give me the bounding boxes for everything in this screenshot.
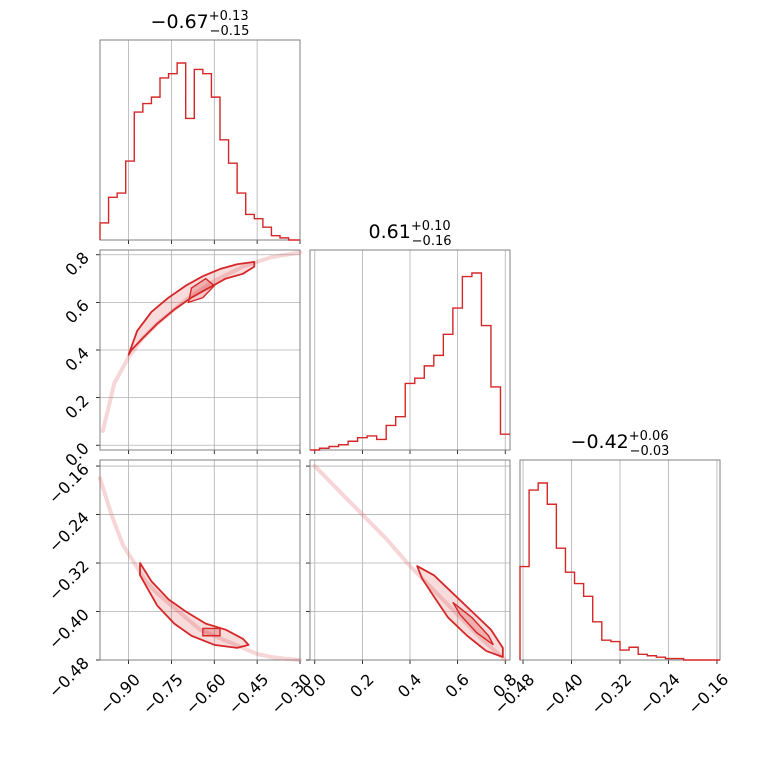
panel-frame (99, 249, 301, 451)
contour-panel (306, 459, 511, 664)
x-tick-label: 0.2 (346, 670, 377, 701)
histogram-step (99, 62, 300, 241)
contour-inner (187, 277, 216, 304)
x-tick-label: 0.4 (394, 670, 425, 701)
histogram-bins (310, 272, 510, 451)
histogram-panel (519, 459, 721, 664)
x-tick-label: −0.16 (684, 670, 732, 718)
y-tick-label: 0.4 (61, 343, 92, 374)
contour-panel (96, 249, 301, 454)
contour-outer (139, 562, 250, 649)
panel-frame (309, 459, 511, 661)
contour-inner (202, 627, 221, 637)
y-tick-label: −0.40 (45, 605, 93, 653)
y-tick-label: −0.16 (45, 459, 93, 507)
panel-frame (309, 249, 511, 451)
histogram-bins (519, 482, 720, 661)
y-tick-label: −0.24 (45, 508, 93, 556)
histogram-step (519, 482, 720, 661)
contour-inner (452, 601, 494, 646)
x-tick-label: −0.40 (539, 670, 587, 718)
x-tick-label: −0.90 (96, 670, 144, 718)
panel-frame (519, 459, 721, 661)
x-tick-label: −0.75 (139, 670, 187, 718)
sample-density (100, 250, 302, 433)
sample-density (312, 464, 508, 662)
x-tick-label: −0.24 (636, 670, 684, 718)
panel-frame (99, 459, 301, 661)
panel-frame (99, 39, 301, 241)
contour-outer (416, 565, 504, 658)
histogram-panel (309, 249, 511, 454)
x-tick-label: −0.32 (587, 670, 635, 718)
panel-title: −0.42+0.06 −0.03 (571, 429, 670, 459)
sample-density (98, 476, 302, 662)
contour-panel (96, 459, 301, 664)
histogram-bins (99, 62, 300, 241)
contour-outer (127, 261, 256, 356)
y-tick-label: −0.32 (45, 556, 93, 604)
y-tick-label: −0.48 (45, 653, 93, 701)
histogram-panel (99, 39, 301, 244)
y-tick-label: 0.2 (61, 391, 92, 422)
panel-title: −0.67+0.13 −0.15 (151, 9, 250, 39)
x-tick-label: −0.45 (224, 670, 272, 718)
x-tick-label: −0.60 (181, 670, 229, 718)
panel-title: 0.61+0.10 −0.16 (369, 219, 452, 249)
x-tick-label: 0.6 (441, 670, 472, 701)
histogram-step (310, 272, 510, 451)
y-tick-label: 0.8 (61, 248, 92, 279)
y-tick-label: 0.6 (61, 296, 92, 327)
